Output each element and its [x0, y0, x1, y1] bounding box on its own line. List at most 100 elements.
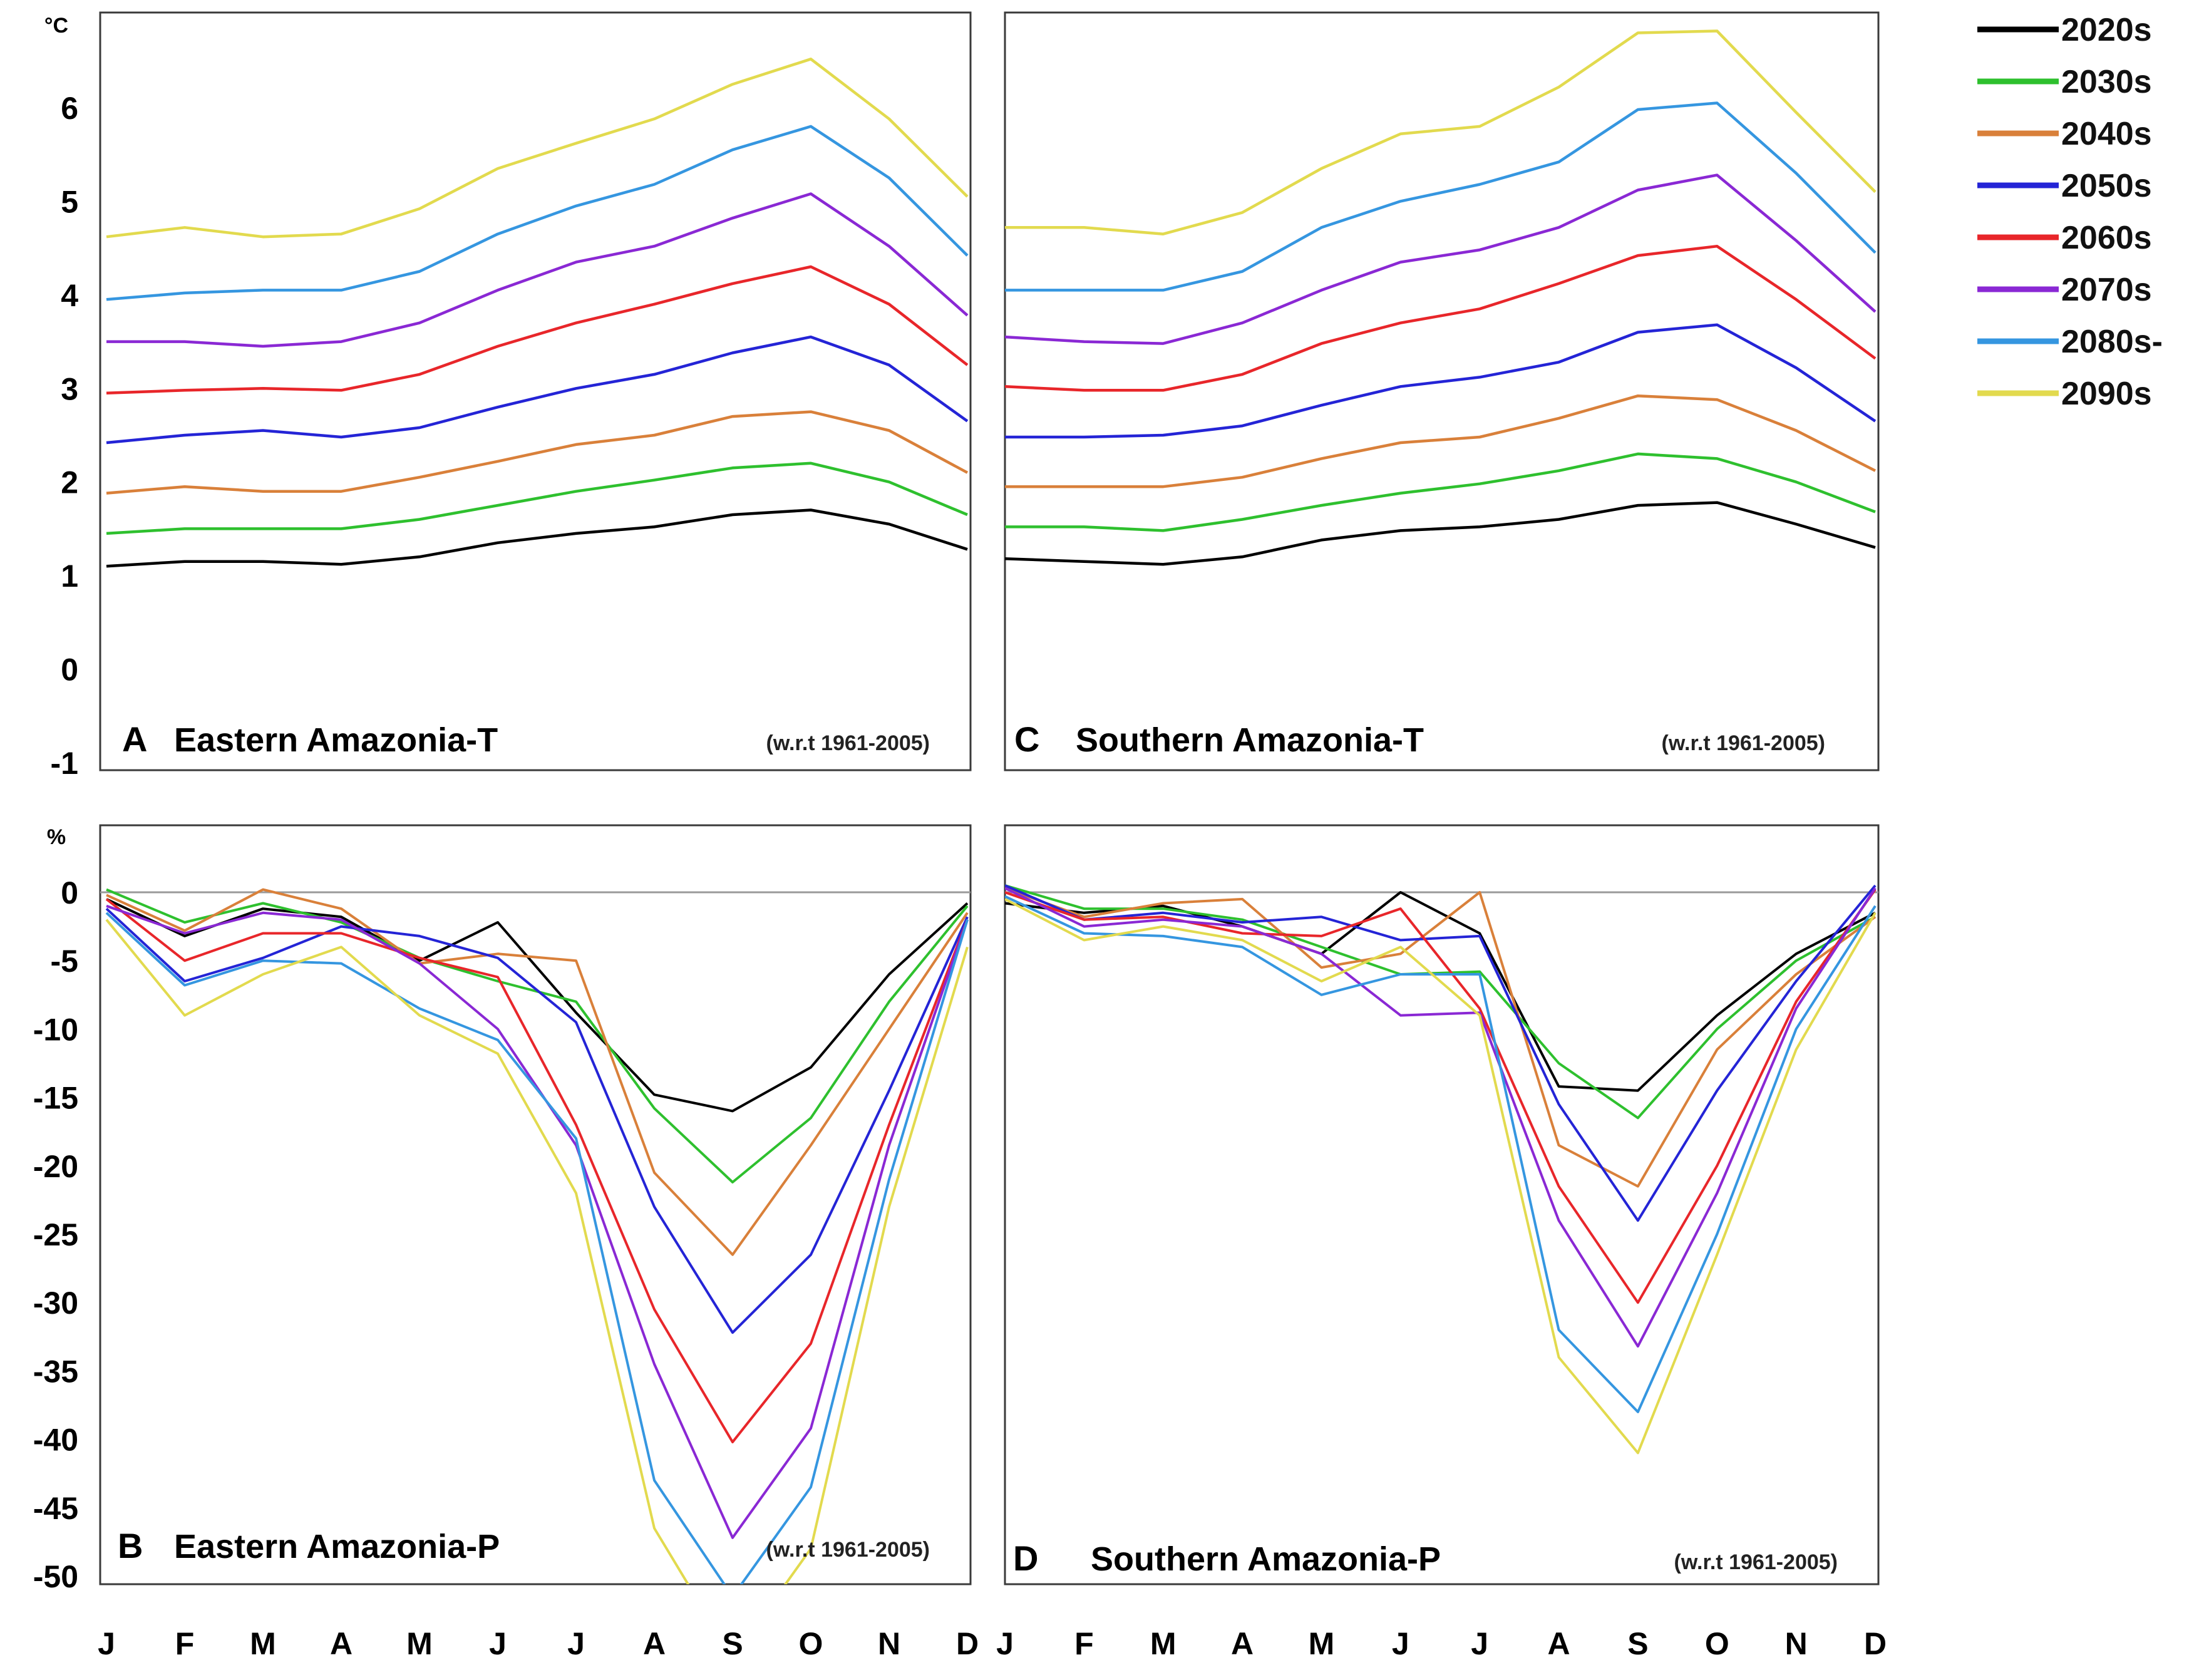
- plot-frame: [99, 11, 972, 771]
- series-line-2070s: [106, 192, 969, 348]
- y-tick-label: -20: [33, 1149, 78, 1184]
- month-tick-label: D: [1864, 1626, 1887, 1661]
- month-tick-label: D: [956, 1626, 979, 1661]
- y-tick-label: 0: [61, 875, 78, 910]
- legend-label: 2050s: [2061, 168, 2152, 204]
- y-tick-label: -30: [33, 1286, 78, 1321]
- month-tick-label: N: [1785, 1626, 1808, 1661]
- y-tick-label: 5: [61, 184, 78, 219]
- y-unit-label: °C: [44, 14, 68, 38]
- y-tick-label: 6: [61, 91, 78, 126]
- y-tick-label: 1: [61, 559, 78, 594]
- series-line-2060s: [1005, 244, 1877, 392]
- month-tick-label: S: [722, 1626, 743, 1661]
- series-line-2090s: [106, 58, 969, 239]
- series-line-2020s: [1005, 891, 1876, 1092]
- y-tick-label: 3: [61, 371, 78, 406]
- series-line-2020s: [106, 508, 968, 568]
- y-tick-label: -45: [33, 1491, 78, 1526]
- series-group: [105, 888, 969, 1584]
- y-tick-label: 0: [61, 652, 78, 688]
- series-group: [1005, 29, 1877, 566]
- series-line-2050s: [1005, 884, 1877, 1222]
- series-group: [106, 58, 969, 568]
- series-line-2040s: [106, 410, 969, 495]
- month-tick-label: F: [175, 1626, 195, 1661]
- legend-label: 2080s-: [2061, 324, 2163, 360]
- panel-D: D Southern Amazonia-P (w.r.t 1961-2005): [1004, 824, 1880, 1585]
- month-tick-label: M: [1150, 1626, 1177, 1661]
- reference-period-note: (w.r.t 1961-2005): [1674, 1550, 1838, 1574]
- month-tick-label: A: [643, 1626, 666, 1661]
- legend-label: 2090s: [2061, 376, 2152, 412]
- y-tick-label: 2: [61, 465, 78, 500]
- legend-label: 2020s: [2061, 12, 2152, 48]
- y-tick-label: -5: [51, 944, 78, 979]
- plot-frame: [1004, 824, 1880, 1585]
- y-tick-label: -25: [33, 1217, 78, 1252]
- month-tick-label: S: [1627, 1626, 1648, 1661]
- series-line-2020s: [1005, 501, 1876, 566]
- panel-A: -1 0 1 2 3 4 5 6 °C A Eastern Amazonia-T (w.r.t 196…: [44, 11, 972, 781]
- month-tick-label: J: [1392, 1626, 1409, 1661]
- panel-letter: A: [122, 719, 147, 759]
- series-line-2050s: [106, 335, 969, 445]
- legend-label: 2030s: [2061, 64, 2152, 100]
- y-tick-label: -1: [51, 746, 78, 781]
- series-line-2090s: [1005, 29, 1877, 235]
- y-unit-label: %: [47, 825, 66, 849]
- y-tick-label: 4: [61, 278, 78, 313]
- legend-label: 2060s: [2061, 220, 2152, 256]
- reference-period-note: (w.r.t 1961-2005): [766, 731, 930, 755]
- month-tick-label: J: [98, 1626, 115, 1661]
- month-tick-label: M: [1309, 1626, 1335, 1661]
- panel-title: Southern Amazonia-P: [1091, 1540, 1441, 1578]
- panel-B: 0 -5 -10 -15 -20 -25 -30 -35 -40 -45 -50% B Eastern …: [33, 824, 972, 1594]
- series-line-2030s: [1005, 452, 1876, 532]
- month-tick-label: A: [1547, 1626, 1570, 1661]
- plot-frame: [99, 824, 972, 1585]
- series-group: [1005, 884, 1877, 1455]
- y-tick-label: -10: [33, 1012, 78, 1047]
- panel-title: Eastern Amazonia-T: [174, 721, 498, 759]
- panel-letter: D: [1013, 1538, 1038, 1578]
- month-tick-label: J: [567, 1626, 585, 1661]
- month-tick-label: J: [996, 1626, 1014, 1661]
- series-line-2030s: [106, 461, 968, 535]
- series-line-2070s: [1005, 173, 1877, 345]
- series-line-2070s: [106, 904, 969, 1539]
- series-line-2050s: [105, 907, 969, 1334]
- reference-period-note: (w.r.t 1961-2005): [766, 1538, 930, 1562]
- series-line-2090s: [105, 919, 969, 1584]
- series-line-2060s: [1005, 889, 1877, 1304]
- month-tick-label: O: [799, 1626, 823, 1661]
- y-tick-label: -15: [33, 1081, 78, 1116]
- series-line-2020s: [106, 898, 969, 1113]
- series-line-2040s: [1005, 394, 1877, 488]
- y-tick-label: -35: [33, 1354, 78, 1389]
- month-tick-label: F: [1074, 1626, 1094, 1661]
- y-tick-label: -50: [33, 1559, 78, 1594]
- month-tick-label: O: [1705, 1626, 1729, 1661]
- series-line-2070s: [1005, 887, 1877, 1348]
- month-tick-label: A: [1231, 1626, 1254, 1661]
- month-tick-label: J: [1471, 1626, 1488, 1661]
- series-line-2080s-: [106, 125, 969, 301]
- month-tick-label: N: [878, 1626, 900, 1661]
- series-line-2050s: [1005, 323, 1877, 439]
- series-line-2060s: [105, 898, 969, 1443]
- series-line-2060s: [106, 265, 969, 395]
- panel-letter: C: [1014, 719, 1039, 759]
- series-line-2080s-: [1005, 895, 1877, 1413]
- legend: 2020s 2030s 2040s 2050s 2060s 2070s 2080s- 2090…: [1977, 12, 2163, 412]
- panel-letter: B: [118, 1526, 143, 1565]
- legend-label: 2070s: [2061, 272, 2152, 308]
- month-tick-label: M: [406, 1626, 433, 1661]
- panel-C: C Southern Amazonia-T (w.r.t 1961-2005): [1004, 11, 1880, 771]
- series-line-2090s: [1005, 898, 1877, 1455]
- series-line-2080s-: [1005, 101, 1877, 292]
- panel-title: Southern Amazonia-T: [1076, 721, 1424, 759]
